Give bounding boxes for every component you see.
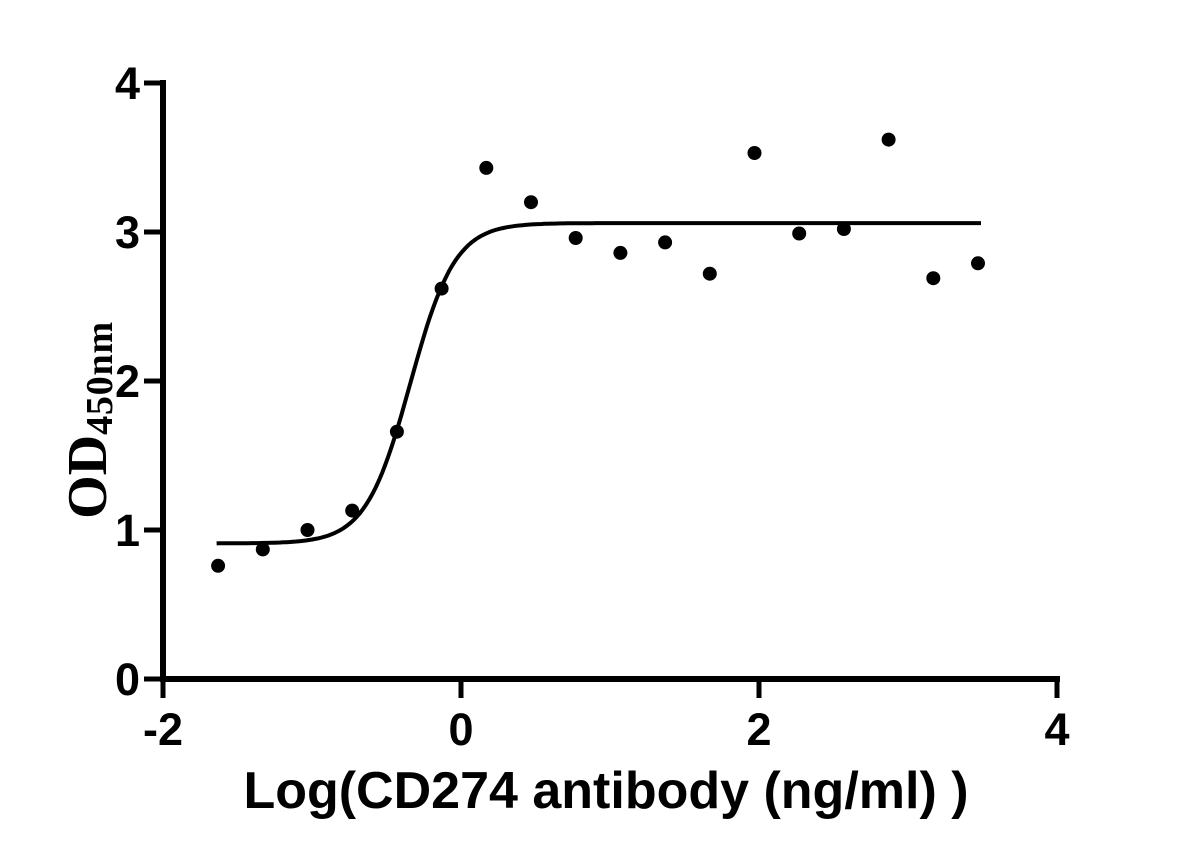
x-tick-label: 2: [746, 704, 771, 755]
x-tick-label: 0: [448, 704, 473, 755]
y-tick-label: 3: [115, 207, 140, 258]
y-axis-label-base: OD: [57, 434, 119, 519]
data-point: [926, 271, 941, 286]
x-tick-label: -2: [143, 704, 183, 755]
data-point: [971, 256, 985, 271]
data-point: [434, 281, 449, 296]
y-tick-label: 0: [115, 654, 140, 705]
data-point: [613, 245, 628, 260]
data-point: [389, 424, 404, 439]
fit-curve: [216, 221, 981, 546]
data-point: [881, 132, 896, 147]
data-point: [568, 231, 583, 245]
x-axis-label: Log(CD274 antibody (ng/ml) ): [243, 762, 969, 820]
x-tick-label: 4: [1044, 704, 1069, 755]
data-point: [747, 146, 762, 160]
data-point: [211, 558, 226, 573]
y-tick-label: 2: [115, 356, 140, 407]
y-axis-label-subscript: 450nm: [79, 321, 122, 435]
data-point: [255, 542, 270, 557]
data-point: [345, 503, 360, 518]
data-point: [300, 523, 315, 537]
y-tick-label: 4: [115, 58, 140, 109]
y-axis-label: OD450nm: [57, 321, 121, 519]
data-point: [702, 266, 717, 281]
y-tick-label: 1: [115, 505, 140, 556]
data-point: [479, 160, 494, 175]
data-point: [836, 222, 851, 236]
fit-curve-path: [216, 221, 981, 546]
data-point: [792, 226, 807, 241]
axes: [144, 80, 1060, 698]
data-point: [524, 195, 538, 210]
data-points: [211, 132, 985, 573]
data-point: [658, 235, 673, 250]
